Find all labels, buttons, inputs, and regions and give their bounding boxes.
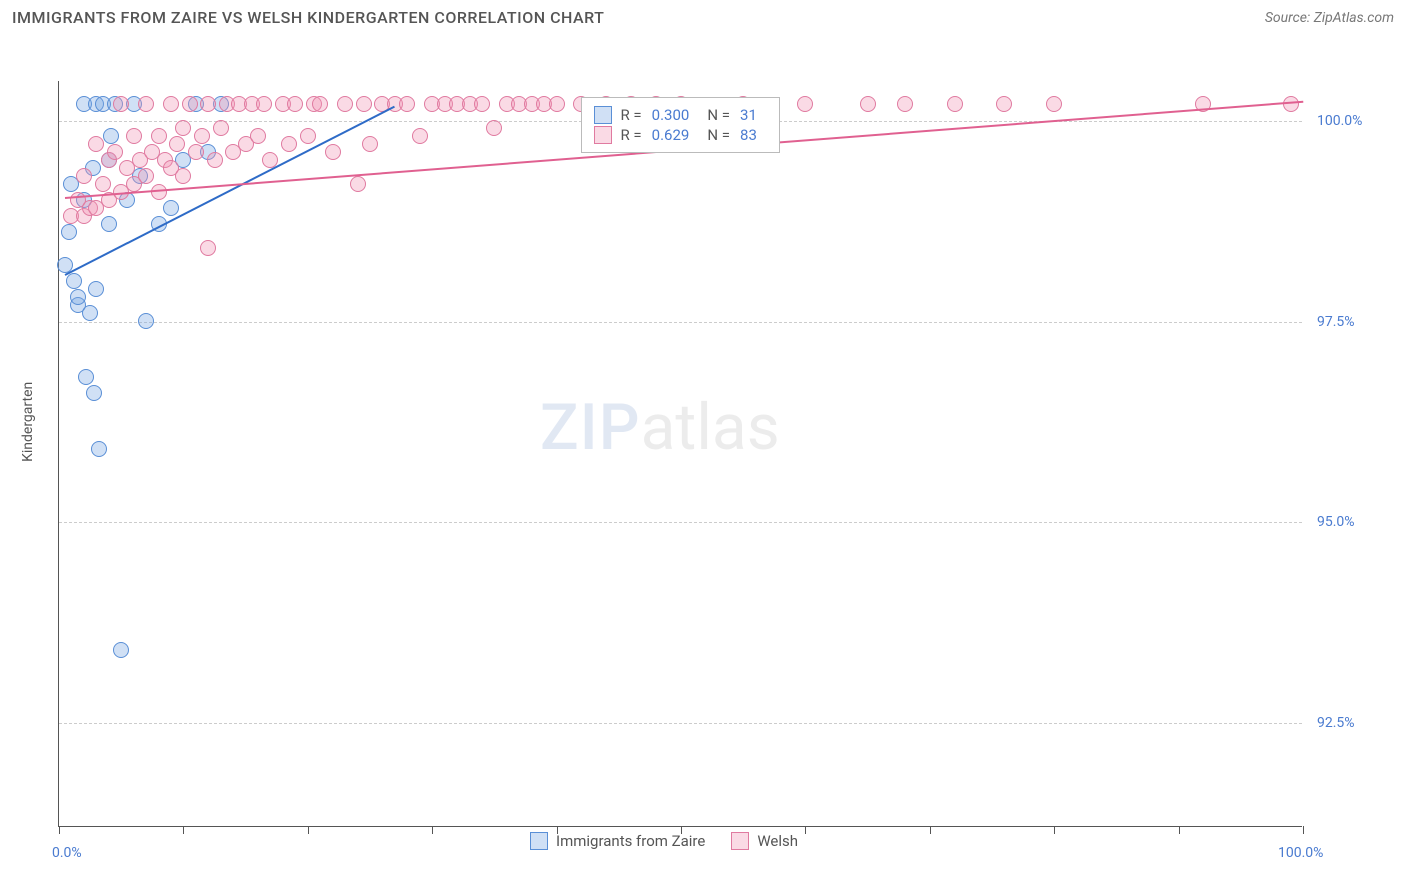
scatter-point xyxy=(66,273,82,289)
scatter-point xyxy=(103,128,119,144)
scatter-point xyxy=(860,96,876,112)
scatter-point xyxy=(113,96,129,112)
scatter-point xyxy=(95,176,111,192)
y-tick-label: 92.5% xyxy=(1317,715,1355,731)
scatter-point xyxy=(207,152,223,168)
scatter-point xyxy=(138,96,154,112)
scatter-point xyxy=(474,96,490,112)
x-tick xyxy=(805,826,806,834)
scatter-point xyxy=(126,128,142,144)
scatter-point xyxy=(281,136,297,152)
x-tick xyxy=(432,826,433,834)
scatter-point xyxy=(1046,96,1062,112)
scatter-point xyxy=(82,305,98,321)
scatter-point xyxy=(797,96,813,112)
scatter-point xyxy=(194,128,210,144)
scatter-point xyxy=(200,96,216,112)
legend-swatch xyxy=(594,106,612,124)
x-tick xyxy=(1303,826,1304,834)
scatter-point xyxy=(300,128,316,144)
scatter-point xyxy=(91,441,107,457)
y-tick-label: 95.0% xyxy=(1317,514,1355,530)
x-tick xyxy=(308,826,309,834)
x-start-label: 0.0% xyxy=(52,845,82,861)
x-tick xyxy=(59,826,60,834)
x-tick xyxy=(183,826,184,834)
scatter-point xyxy=(107,144,123,160)
scatter-point xyxy=(101,216,117,232)
bottom-legend-item: Immigrants from Zaire xyxy=(530,832,705,850)
scatter-point xyxy=(163,200,179,216)
scatter-point xyxy=(256,96,272,112)
scatter-point xyxy=(312,96,328,112)
bottom-legend: Immigrants from Zaire Welsh xyxy=(530,830,798,852)
legend-r-value: 0.629 xyxy=(652,126,690,144)
scatter-point xyxy=(996,96,1012,112)
scatter-point xyxy=(412,128,428,144)
bottom-legend-item: Welsh xyxy=(731,832,798,850)
legend-r-label: R = xyxy=(620,106,641,124)
scatter-point xyxy=(175,168,191,184)
scatter-point xyxy=(897,96,913,112)
scatter-point xyxy=(163,96,179,112)
scatter-point xyxy=(138,168,154,184)
scatter-point xyxy=(350,176,366,192)
gridline-h xyxy=(59,723,1302,724)
x-tick xyxy=(930,826,931,834)
scatter-point xyxy=(70,289,86,305)
legend-r-label: R = xyxy=(620,126,641,144)
legend-r-value: 0.300 xyxy=(652,106,690,124)
scatter-point xyxy=(486,120,502,136)
scatter-point xyxy=(250,128,266,144)
scatter-point xyxy=(356,96,372,112)
scatter-point xyxy=(76,168,92,184)
gridline-h xyxy=(59,322,1302,323)
y-axis-label: Kindergarten xyxy=(20,382,36,462)
y-tick-label: 97.5% xyxy=(1317,314,1355,330)
stats-legend: R = 0.300 N = 31 R = 0.629 N = 83 xyxy=(581,97,779,153)
scatter-point xyxy=(61,224,77,240)
scatter-point xyxy=(151,128,167,144)
scatter-point xyxy=(200,240,216,256)
legend-swatch xyxy=(731,832,749,850)
plot-area: 92.5%95.0%97.5%100.0%R =0.300N =31R =0.6… xyxy=(58,81,1302,827)
source-label: Source: ZipAtlas.com xyxy=(1265,10,1394,26)
scatter-point xyxy=(287,96,303,112)
scatter-point xyxy=(182,96,198,112)
scatter-point xyxy=(86,385,102,401)
legend-swatch xyxy=(594,126,612,144)
scatter-point xyxy=(175,120,191,136)
legend-n-label: N = xyxy=(707,106,730,124)
legend-n-value: 31 xyxy=(740,106,757,124)
scatter-point xyxy=(337,96,353,112)
x-tick xyxy=(1179,826,1180,834)
scatter-point xyxy=(169,136,185,152)
scatter-point xyxy=(78,369,94,385)
x-end-label: 100.0% xyxy=(1278,845,1323,861)
scatter-point xyxy=(88,136,104,152)
scatter-point xyxy=(399,96,415,112)
x-tick xyxy=(1054,826,1055,834)
legend-n-label: N = xyxy=(707,126,730,144)
chart-container: Kindergarten 92.5% 95.0% 97.5% 100.0% R = 0.3… xyxy=(10,33,1406,887)
scatter-point xyxy=(213,120,229,136)
chart-title: IMMIGRANTS FROM ZAIRE VS WELSH KINDERGAR… xyxy=(12,8,604,27)
scatter-point xyxy=(362,136,378,152)
gridline-h xyxy=(59,522,1302,523)
legend-row: R = 0.629 N = 83 xyxy=(594,126,766,144)
scatter-point xyxy=(138,313,154,329)
scatter-point xyxy=(113,642,129,658)
scatter-point xyxy=(188,144,204,160)
series-name: Immigrants from Zaire xyxy=(556,832,705,850)
legend-swatch xyxy=(530,832,548,850)
scatter-point xyxy=(947,96,963,112)
scatter-point xyxy=(325,144,341,160)
scatter-point xyxy=(549,96,565,112)
legend-n-value: 83 xyxy=(740,126,757,144)
series-name: Welsh xyxy=(757,832,798,850)
y-tick-label: 100.0% xyxy=(1317,113,1362,129)
scatter-point xyxy=(88,281,104,297)
legend-row: R = 0.300 N = 31 xyxy=(594,106,766,124)
scatter-point xyxy=(151,184,167,200)
